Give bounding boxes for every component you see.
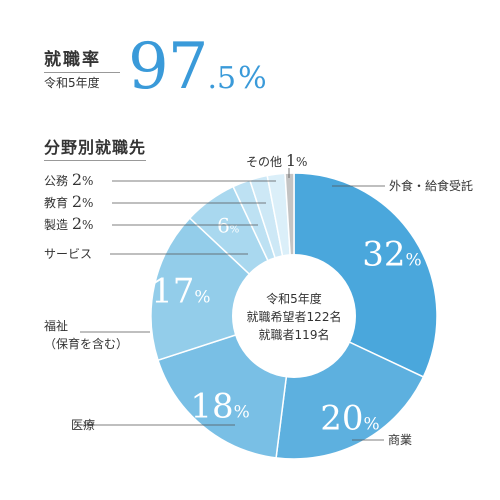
slice-label-0: 外食・給食受託 — [389, 178, 473, 193]
slice-value-1: 20% — [320, 399, 379, 439]
center-text-line-0: 令和5年度 — [266, 291, 322, 306]
slice-label-6: 教育 2% — [44, 192, 93, 211]
slice-label-8: その他 1% — [246, 151, 307, 170]
employment-rate-fraction: .5 — [207, 61, 237, 96]
employment-rate-unit: % — [238, 61, 267, 96]
center-text-line-2: 就職者119名 — [259, 327, 330, 342]
slice-label-5: 製造 2% — [44, 214, 93, 233]
slice-label-7: 公務 2% — [44, 170, 93, 189]
center-text-line-1: 就職希望者122名 — [247, 309, 342, 324]
section-title: 分野別就職先 — [44, 134, 147, 161]
slice-label-3: 福祉 — [44, 318, 68, 333]
slice-value-0: 32% — [362, 235, 421, 275]
employment-rate-year: 令和5年度 — [44, 76, 100, 90]
employment-rate-value: 97.5% — [128, 30, 267, 104]
slice-sublabel-3: （保育を含む） — [44, 336, 128, 351]
slice-label-4: サービス — [44, 247, 92, 261]
employment-rate-integer: 97 — [128, 30, 208, 104]
slice-label-1: 商業 — [388, 432, 412, 447]
employment-rate-title: 就職率 — [44, 45, 120, 73]
slice-value-3: 17% — [151, 272, 210, 312]
slice-value-2: 18% — [190, 386, 249, 426]
slice-label-2: 医療 — [71, 418, 95, 432]
donut-hole — [232, 254, 356, 378]
